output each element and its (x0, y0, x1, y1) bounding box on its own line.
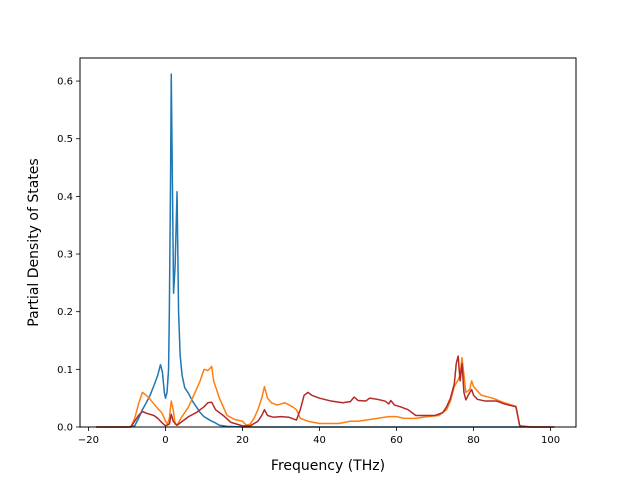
ticks-layer: −20 0 20 40 60 80 100 0.0 0.1 0.2 0.3 0.4 0.5 0.6 (57, 77, 560, 446)
x-tick-label: −20 (78, 435, 99, 446)
series-line-1 (96, 73, 551, 428)
x-axis-label: Frequency (THz) (271, 458, 385, 474)
y-tick-label: 0.2 (57, 307, 73, 318)
x-tick-label: 60 (390, 435, 403, 446)
y-tick-label: 0.6 (57, 77, 73, 88)
x-tick-label: 80 (467, 435, 480, 446)
y-tick-label: 0.3 (57, 250, 73, 261)
x-tick-label: 0 (162, 435, 168, 446)
y-tick-label: 0.5 (57, 134, 73, 145)
y-tick-label: 0.0 (57, 423, 73, 434)
y-tick-label: 0.4 (57, 192, 73, 203)
y-tick-label: 0.1 (57, 365, 73, 376)
series-line-3 (96, 355, 555, 428)
x-tick-label: 100 (541, 435, 560, 446)
plot-frame (79, 57, 577, 428)
x-tick-label: 40 (313, 435, 326, 446)
y-axis-label: Partial Density of States (26, 158, 42, 326)
series-layer (96, 73, 555, 428)
x-tick-label: 20 (236, 435, 249, 446)
